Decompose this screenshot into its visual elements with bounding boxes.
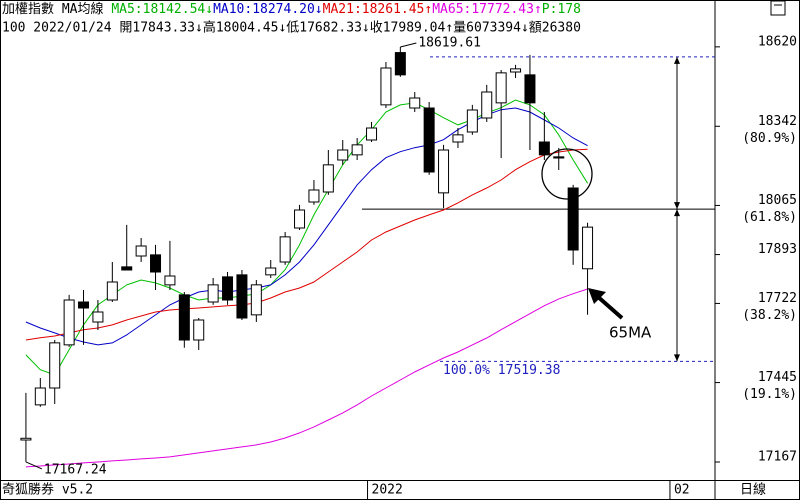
annotation: 17167.24: [44, 462, 107, 477]
measure-arrow: [674, 209, 680, 217]
candle-body: [351, 144, 363, 156]
candle-body: [308, 189, 320, 203]
annotation: 65MA: [609, 324, 652, 342]
ma-line: [25, 288, 588, 468]
header-legend: 加權指數 MA均線 MA5:18142.54↓MA10:18274.20↓MA2…: [2, 1, 581, 17]
candle-body: [63, 299, 75, 346]
y-tick-note: (61.8%): [742, 210, 797, 225]
legend-entry: MA5:18142.54↓: [111, 2, 213, 17]
candle-body: [294, 209, 306, 229]
plot: 18620 18342 (80.9%) 18065 (61.8%) 17893 17722 (…: [20, 34, 797, 500]
legend-entry: MA10:18274.20↓: [213, 2, 323, 17]
candle-body: [106, 281, 118, 301]
candle-body: [582, 226, 594, 270]
y-tick-label: 17722: [758, 291, 797, 306]
y-tick-note: (19.1%): [742, 387, 797, 402]
candle-body: [394, 52, 406, 76]
candle-body: [337, 149, 349, 161]
legend-entry: MA65:17772.43↑: [432, 2, 542, 17]
candle-body: [438, 149, 450, 194]
candle-body: [92, 311, 104, 323]
candle-body: [193, 319, 205, 341]
y-tick-label: 17893: [758, 242, 797, 257]
candle-body: [236, 274, 248, 319]
candle-body: [481, 91, 493, 119]
candle-body: [20, 437, 32, 441]
ma-line: [25, 107, 588, 346]
annotation: 100.0% 17519.38: [443, 363, 560, 378]
candle-body: [135, 245, 147, 257]
candle-body: [250, 284, 262, 316]
candle-body: [164, 275, 176, 286]
candle-body: [49, 342, 61, 389]
y-tick-note: (80.9%): [742, 131, 797, 146]
candle-body: [380, 67, 392, 106]
candle-body: [121, 266, 133, 271]
arrow-head: [588, 288, 606, 304]
candle-body: [265, 267, 277, 276]
candle-body: [409, 97, 421, 109]
candle-body: [366, 127, 378, 141]
candle-body: [279, 236, 291, 263]
annotation-leader: [25, 461, 43, 470]
highlight-circle: [541, 148, 593, 200]
candle-body: [207, 284, 219, 303]
footer-period[interactable]: 日線: [740, 482, 766, 498]
legend-entry: 加權指數 MA均線: [2, 1, 111, 17]
annotation: 18619.61: [418, 35, 481, 50]
header-quote: 100 2022/01/24 開17843.33↓高18004.45↓低1768…: [2, 20, 581, 36]
candle-body: [150, 254, 162, 273]
x-tick-label: 02: [674, 483, 690, 498]
candle-body: [452, 134, 464, 143]
footer-brand: 奇狐勝券 v5.2: [2, 482, 93, 498]
candle-body: [510, 68, 522, 73]
candle-body: [466, 109, 478, 133]
y-tick-label: 18065: [758, 193, 797, 208]
candle-body: [553, 156, 565, 159]
y-tick-label: 18620: [758, 34, 797, 49]
measure-arrow: [674, 56, 680, 64]
y-tick-label: 18342: [758, 114, 797, 129]
candle-body: [222, 276, 234, 301]
x-tick-label: 2022: [372, 483, 403, 498]
candle-body: [495, 72, 507, 104]
window-icon[interactable]: [770, 0, 786, 16]
legend-entry: MA21:18261.45↑: [323, 2, 433, 17]
measure-arrow: [674, 354, 680, 362]
y-tick-label: 17445: [758, 370, 797, 385]
candle-body: [178, 294, 190, 341]
ma-line: [25, 99, 589, 376]
candle-body: [567, 187, 579, 251]
candle-body: [538, 141, 550, 156]
legend-entry: P:178: [542, 2, 581, 17]
y-tick-label: 17167: [758, 450, 797, 465]
candle-body: [34, 387, 46, 406]
annotation-leader: [400, 42, 417, 48]
candle-body: [78, 301, 90, 309]
arrow: [595, 294, 624, 320]
candle-body: [322, 164, 334, 193]
y-tick-note: (38.2%): [742, 308, 797, 323]
candle-body: [524, 74, 536, 104]
ma-line: [25, 148, 588, 341]
measure-arrow: [674, 202, 680, 210]
candle-body: [423, 107, 435, 173]
